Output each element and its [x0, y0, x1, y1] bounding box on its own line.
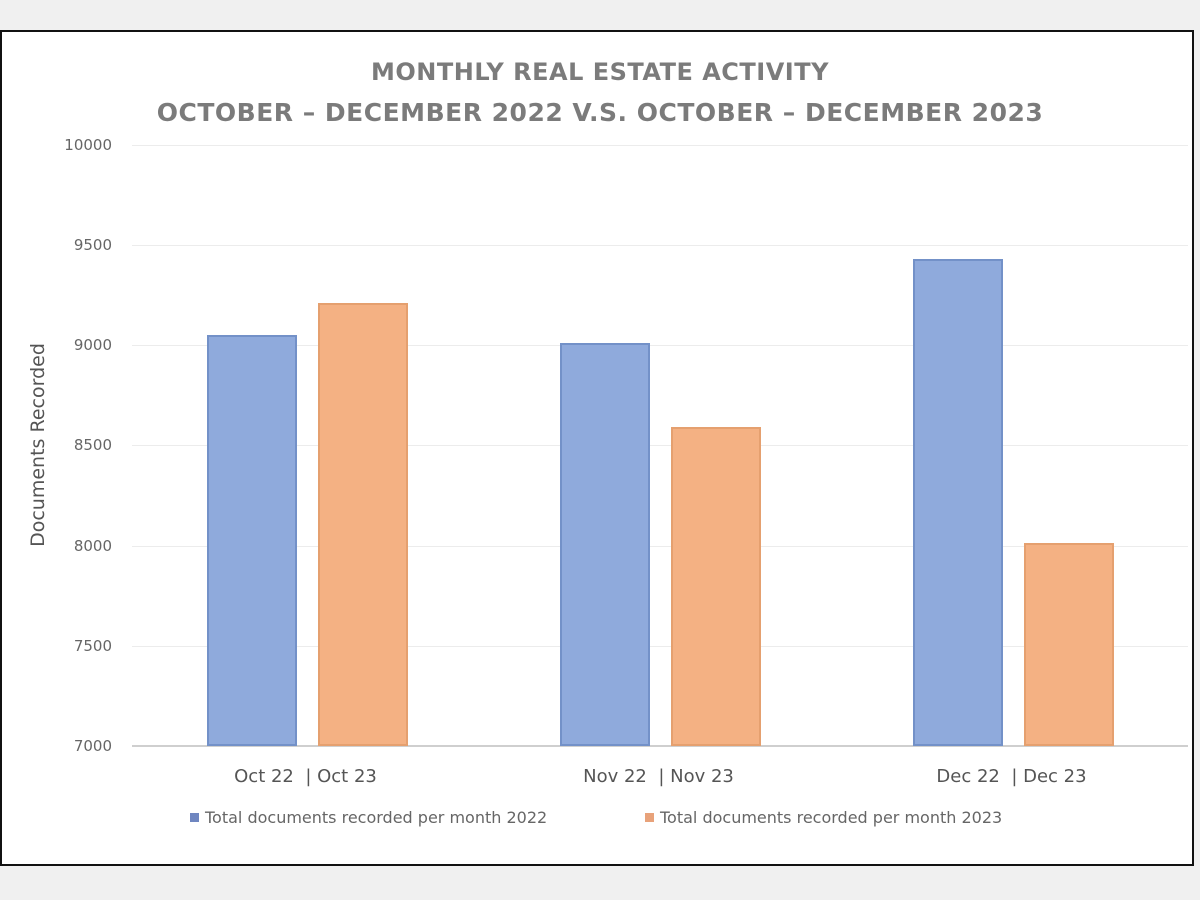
x-category-label: Oct 22 | Oct 23: [234, 766, 377, 787]
y-tick-label: 8500: [73, 436, 112, 455]
gridline: [132, 345, 1188, 346]
y-tick-label: 7000: [73, 737, 112, 755]
gridline: [132, 646, 1188, 647]
bar-2022-0: [207, 334, 297, 746]
bar-2023-1: [671, 427, 761, 746]
bar-2023-2: [1024, 543, 1114, 746]
legend-label-2023: Total documents recorded per month 2023: [660, 808, 1003, 827]
x-category-label: Dec 22 | Dec 23: [936, 766, 1087, 787]
x-axis-line: [132, 745, 1188, 747]
legend-item-2022: Total documents recorded per month 2022: [190, 808, 547, 827]
y-tick-label: 9000: [73, 336, 112, 354]
bar-2022-1: [560, 342, 650, 746]
y-tick-label: 10000: [64, 135, 112, 154]
chart-title: MONTHLY REAL ESTATE ACTIVITY: [371, 58, 829, 86]
bar-2023-0: [318, 302, 408, 746]
legend-swatch-icon-2022: [190, 813, 199, 822]
legend-label-2022: Total documents recorded per month 2022: [205, 808, 548, 827]
gridline: [132, 245, 1188, 246]
y-tick-label: 8000: [73, 536, 112, 555]
legend-swatch-icon-2023: [645, 813, 654, 822]
legend-item-2023: Total documents recorded per month 2023: [645, 808, 1002, 827]
gridline: [132, 445, 1188, 446]
y-tick-label: 7500: [73, 636, 112, 655]
gridline: [132, 546, 1188, 547]
x-category-label: Nov 22 | Nov 23: [583, 766, 734, 787]
chart-subtitle: OCTOBER – DECEMBER 2022 V.S. OCTOBER – D…: [156, 98, 1044, 127]
bar-2022-2: [913, 258, 1003, 746]
y-tick-label: 9500: [73, 235, 112, 254]
gridline: [132, 145, 1188, 146]
